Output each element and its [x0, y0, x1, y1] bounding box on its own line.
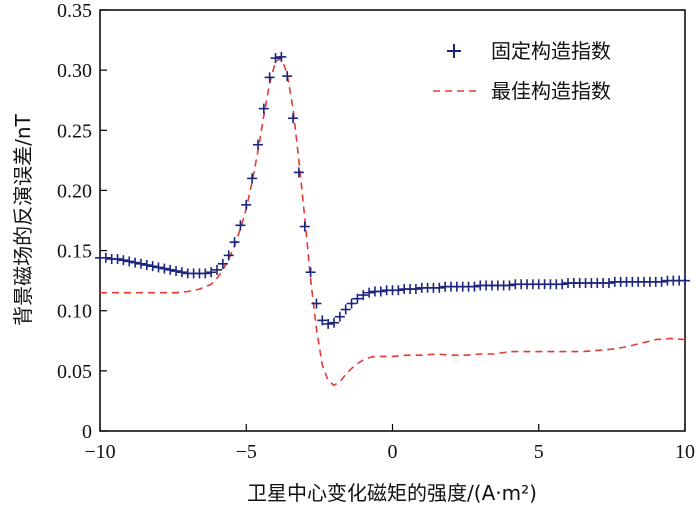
legend-label-best: 最佳构造指数: [491, 79, 611, 103]
data-point-fixed: [504, 280, 515, 291]
x-tick-label: 5: [534, 441, 544, 463]
data-point-fixed: [141, 260, 152, 271]
y-tick-label: 0.05: [57, 361, 92, 383]
data-point-fixed: [264, 72, 275, 83]
data-point-fixed: [358, 290, 369, 301]
data-point-fixed: [329, 317, 339, 328]
data-point-fixed: [410, 284, 421, 295]
plot-frame: [99, 9, 686, 432]
y-tick-label: 0.20: [57, 180, 92, 202]
data-point-fixed: [147, 261, 158, 272]
y-tick-label: 0.30: [57, 60, 92, 82]
data-point-fixed: [118, 255, 129, 266]
data-point-fixed: [200, 268, 211, 279]
data-point-fixed: [135, 258, 146, 269]
data-point-fixed: [247, 173, 258, 184]
data-point-fixed: [323, 318, 334, 329]
y-tick-label: 0.35: [57, 0, 92, 22]
data-point-fixed: [299, 221, 310, 232]
y-axis: 0 0.05 0.10 0.15 0.20 0.25 0.30 0.35: [57, 0, 107, 443]
data-point-fixed: [258, 103, 269, 114]
data-point-fixed: [352, 293, 363, 304]
data-point-fixed: [217, 258, 228, 269]
data-point-fixed: [270, 53, 281, 64]
data-point-fixed: [282, 71, 293, 82]
x-axis: −10 −5 0 5 10: [84, 424, 695, 463]
data-point-fixed: [340, 304, 351, 315]
data-point-fixed: [334, 311, 345, 322]
x-tick-label: 0: [388, 441, 398, 463]
data-point-fixed: [276, 51, 287, 62]
data-point-fixed: [223, 250, 234, 261]
data-point-fixed: [305, 267, 316, 278]
y-tick-label: 0.25: [57, 120, 92, 142]
series-line-best: [100, 56, 686, 387]
data-point-fixed: [100, 252, 111, 263]
data-point-fixed: [112, 253, 123, 264]
data-point-fixed: [375, 286, 386, 297]
y-axis-title: 背景磁场的反演误差/nT: [11, 113, 35, 325]
data-point-fixed: [557, 279, 568, 290]
data-point-fixed: [346, 298, 357, 309]
data-point-fixed: [317, 315, 328, 326]
x-axis-title: 卫星中心变化磁矩的强度/(A·m²): [247, 481, 537, 505]
data-point-fixed: [153, 262, 164, 273]
data-point-fixed: [212, 264, 222, 275]
data-point-fixed: [252, 139, 263, 150]
data-point-fixed: [165, 264, 176, 275]
y-tick-label: 0: [82, 421, 92, 443]
x-tick-label: 10: [675, 441, 695, 463]
y-tick-label: 0.15: [57, 241, 92, 263]
data-point-fixed: [241, 199, 252, 210]
series-fixed-structural-index: [95, 51, 690, 329]
data-point-fixed: [311, 298, 322, 309]
x-tick-label: −5: [236, 441, 257, 463]
data-point-fixed: [130, 257, 141, 268]
data-point-fixed: [364, 287, 375, 298]
data-point-fixed: [171, 266, 182, 277]
data-point-fixed: [176, 267, 187, 278]
data-point-fixed: [229, 237, 240, 248]
data-point-fixed: [124, 256, 135, 267]
data-point-fixed: [159, 263, 170, 274]
data-point-fixed: [393, 285, 404, 296]
data-point-fixed: [288, 113, 299, 124]
data-point-fixed: [680, 275, 690, 286]
y-tick-label: 0.10: [57, 301, 92, 323]
x-tick-label: −10: [84, 441, 115, 463]
data-point-fixed: [206, 267, 217, 278]
data-point-fixed: [293, 167, 304, 178]
data-point-fixed: [656, 276, 667, 287]
data-point-fixed: [434, 282, 445, 293]
data-point-fixed: [235, 220, 246, 231]
legend-label-fixed: 固定构造指数: [491, 39, 611, 63]
legend: 固定构造指数 最佳构造指数: [433, 39, 611, 103]
data-point-fixed: [603, 278, 614, 289]
data-point-fixed: [469, 281, 480, 292]
legend-marker-fixed: [447, 44, 461, 58]
series-best-structural-index: [100, 56, 686, 387]
